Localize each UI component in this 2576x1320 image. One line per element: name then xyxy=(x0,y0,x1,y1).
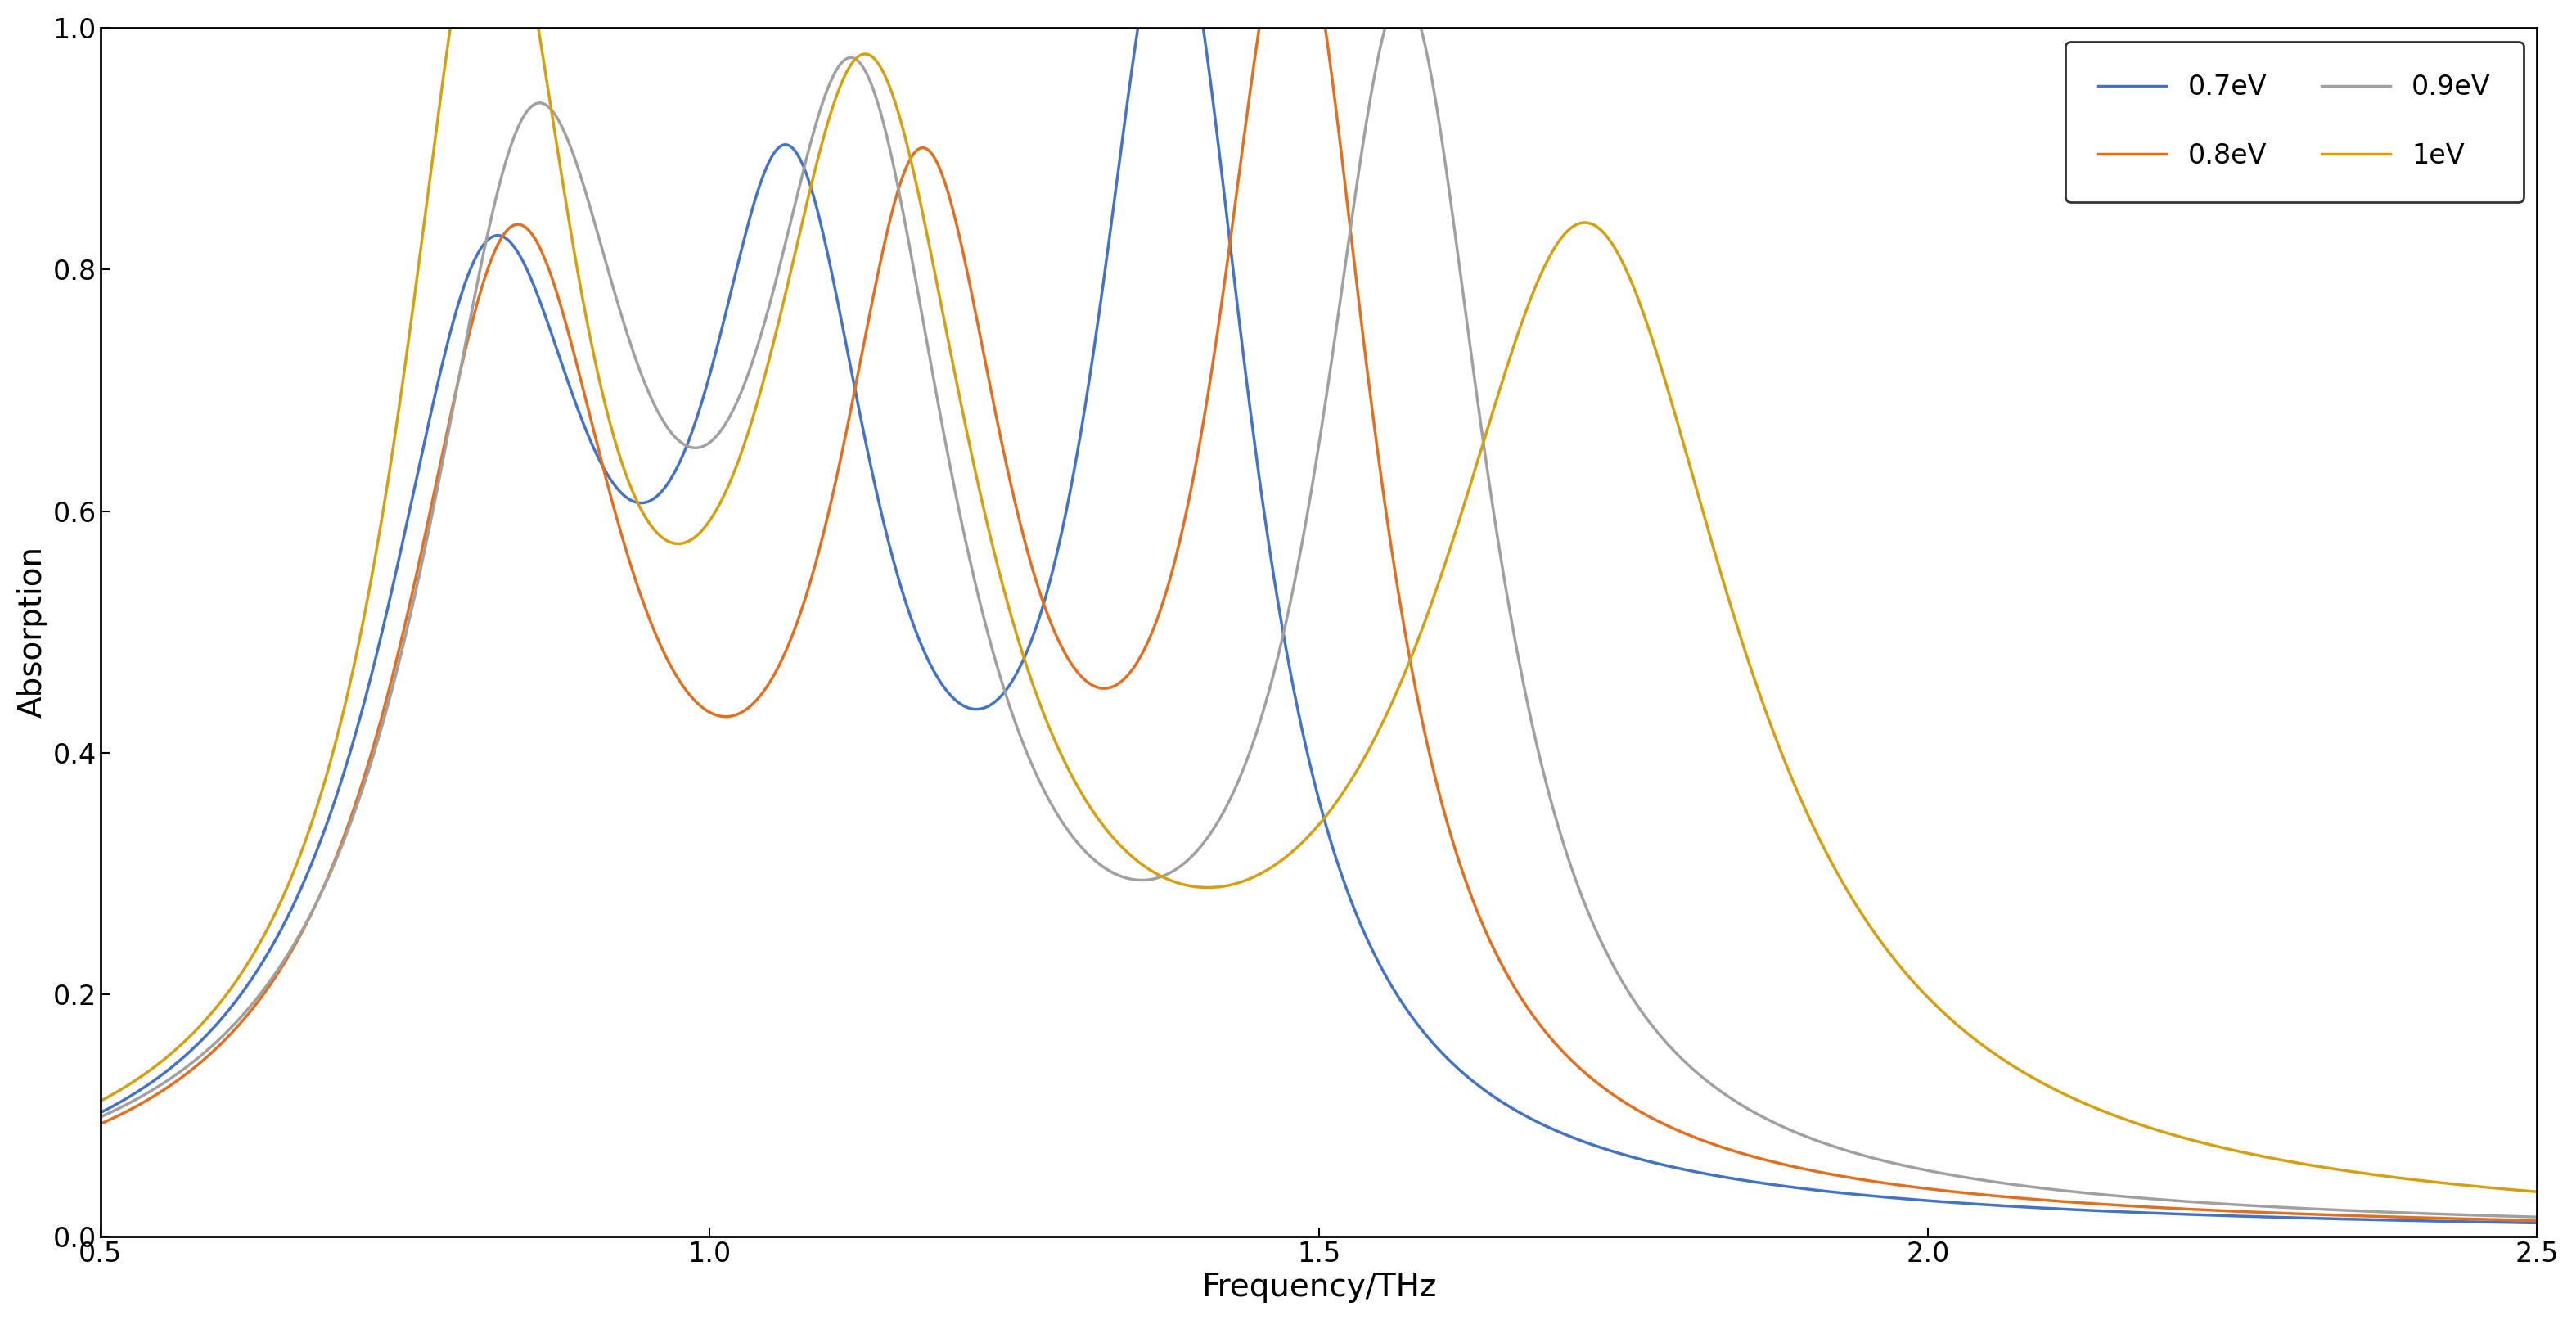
1eV xyxy=(85,1093,116,1109)
0.8eV xyxy=(206,1034,237,1049)
0.8eV xyxy=(1633,1109,1664,1125)
0.8eV xyxy=(2522,1213,2553,1229)
1eV xyxy=(435,20,466,36)
0.9eV xyxy=(1370,20,1401,36)
0.8eV xyxy=(85,1115,116,1131)
Line: 1eV: 1eV xyxy=(100,28,2537,1192)
0.9eV xyxy=(1891,1158,1922,1173)
0.7eV xyxy=(85,1105,116,1121)
Y-axis label: Absorption: Absorption xyxy=(18,546,49,718)
0.9eV xyxy=(85,1109,116,1125)
1eV xyxy=(1528,263,1558,279)
0.9eV xyxy=(1528,760,1558,776)
0.7eV xyxy=(2022,1200,2053,1216)
0.8eV xyxy=(966,341,997,356)
0.8eV xyxy=(2022,1192,2053,1208)
1eV xyxy=(1633,321,1664,337)
1eV xyxy=(2022,1072,2053,1088)
0.7eV xyxy=(1891,1191,1922,1206)
0.9eV xyxy=(2022,1180,2053,1196)
0.9eV xyxy=(206,1028,237,1044)
0.9eV xyxy=(966,605,997,620)
0.9eV xyxy=(1633,1014,1664,1030)
1eV xyxy=(206,991,237,1007)
Line: 0.7eV: 0.7eV xyxy=(100,28,2537,1222)
Line: 0.9eV: 0.9eV xyxy=(100,28,2537,1217)
1eV xyxy=(2522,1184,2553,1200)
0.7eV xyxy=(1123,20,1154,36)
0.9eV xyxy=(2522,1209,2553,1225)
0.8eV xyxy=(1244,20,1275,36)
0.7eV xyxy=(206,1010,237,1026)
0.8eV xyxy=(1528,1020,1558,1036)
0.7eV xyxy=(2522,1214,2553,1230)
1eV xyxy=(1891,966,1922,982)
1eV xyxy=(969,498,999,513)
0.7eV xyxy=(1528,1117,1558,1133)
Line: 0.8eV: 0.8eV xyxy=(100,28,2537,1221)
0.8eV xyxy=(1891,1179,1922,1195)
0.7eV xyxy=(1633,1154,1664,1170)
X-axis label: Frequency/THz: Frequency/THz xyxy=(1200,1272,1437,1303)
0.7eV xyxy=(966,701,997,717)
Legend: 0.7eV, 0.8eV, 0.9eV, 1eV: 0.7eV, 0.8eV, 0.9eV, 1eV xyxy=(2066,41,2524,202)
